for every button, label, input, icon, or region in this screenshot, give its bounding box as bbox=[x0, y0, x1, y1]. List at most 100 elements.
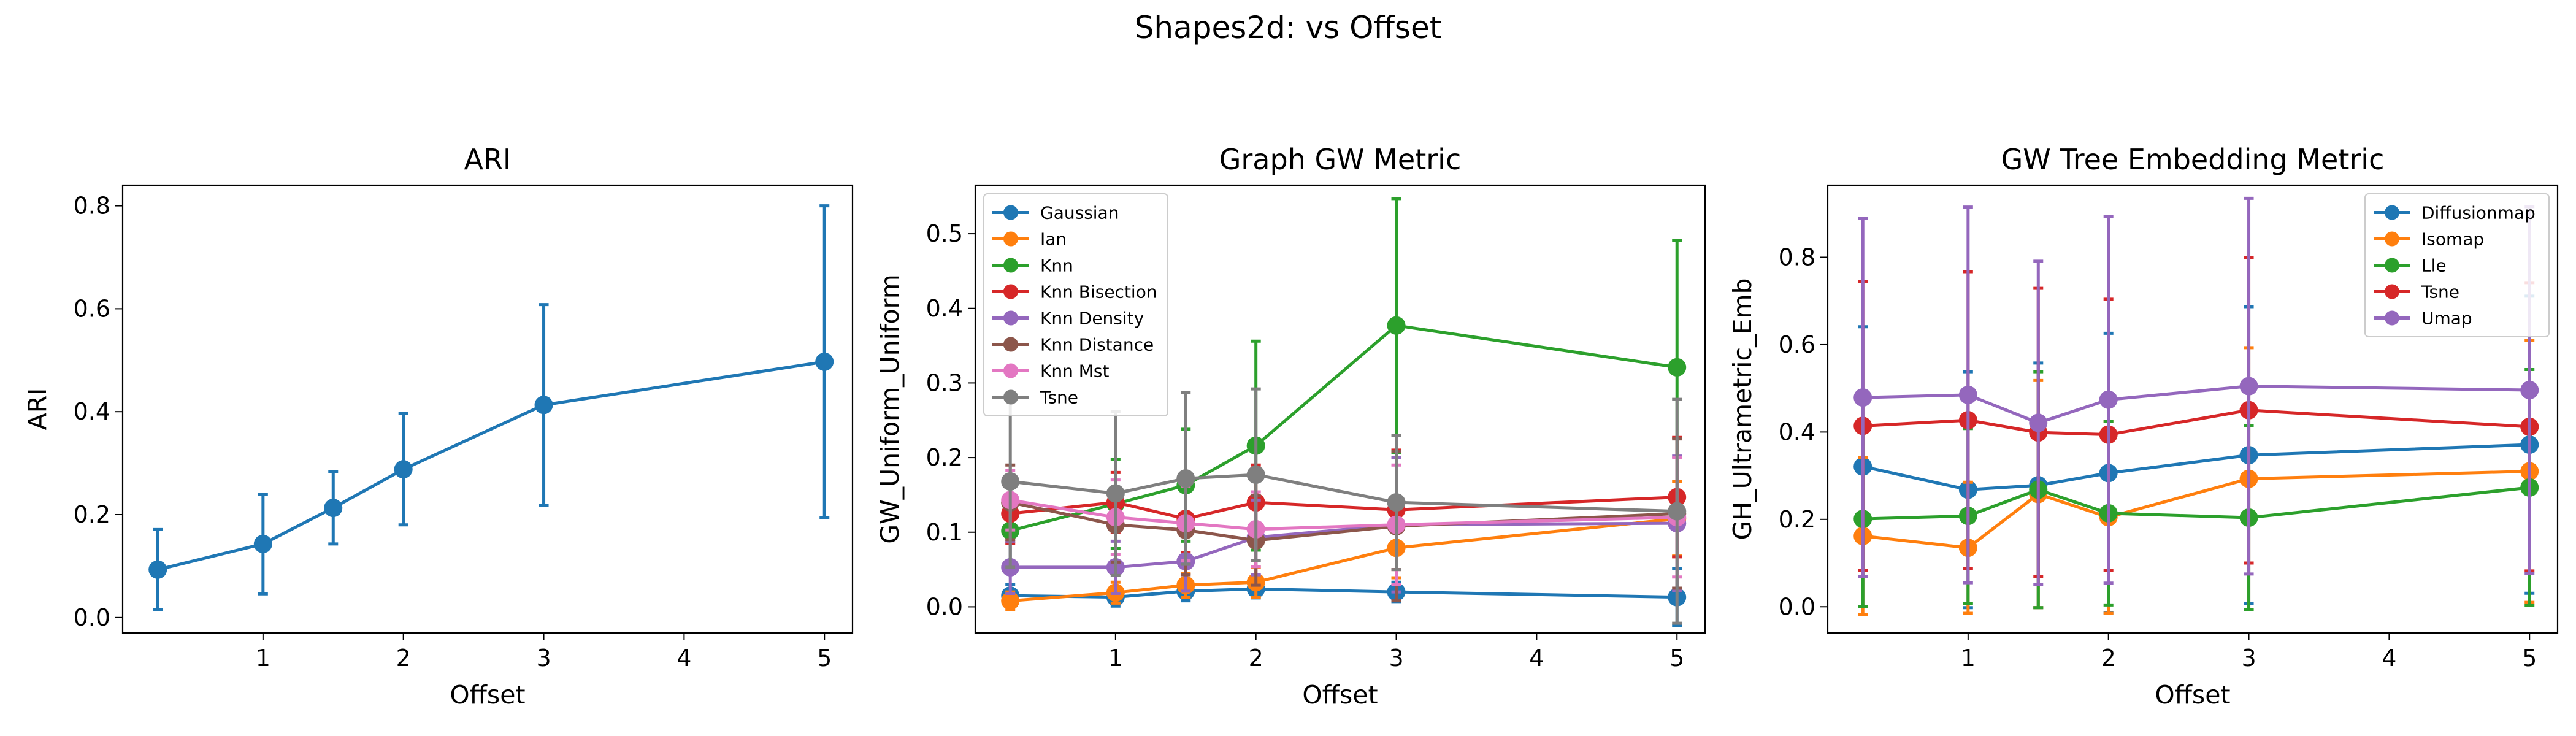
data-point bbox=[148, 560, 167, 579]
data-point bbox=[1176, 469, 1195, 488]
series-diffusionmap bbox=[1853, 294, 2539, 615]
x-tick-label: 1 bbox=[1961, 645, 1976, 672]
data-point bbox=[394, 460, 413, 479]
data-point bbox=[1001, 472, 1020, 491]
y-axis-label: ARI bbox=[23, 388, 52, 431]
series-line bbox=[1862, 443, 2530, 491]
y-tick-label: 0.6 bbox=[74, 295, 110, 322]
data-point bbox=[1387, 493, 1406, 512]
x-tick-label: 5 bbox=[1669, 645, 1684, 672]
y-tick-label: 0.0 bbox=[74, 604, 110, 631]
data-point bbox=[1668, 358, 1687, 377]
legend-swatch-marker bbox=[1003, 205, 1018, 220]
legend-label: Knn Bisection bbox=[1040, 282, 1157, 302]
axes-frame bbox=[121, 184, 854, 634]
y-tick-label: 0.5 bbox=[926, 220, 963, 247]
legend: Diffusionmap Isomap Lle Tsne Umap bbox=[2364, 193, 2550, 337]
legend-swatch-marker bbox=[1003, 231, 1018, 247]
legend-label: Knn Distance bbox=[1040, 335, 1154, 355]
legend-swatch-marker bbox=[1003, 258, 1018, 273]
legend-item: Gaussian bbox=[992, 203, 1119, 223]
series-knn-bisection bbox=[1001, 435, 1687, 572]
axes-frame bbox=[1827, 184, 2559, 634]
y-axis-label: GW_Uniform_Uniform bbox=[875, 274, 905, 543]
y-tick-label: 0.6 bbox=[1779, 331, 1815, 358]
y-tick-label: 0.1 bbox=[926, 519, 963, 546]
series-line bbox=[1863, 486, 2530, 521]
legend-item: Tsne bbox=[992, 388, 1078, 408]
data-point bbox=[2099, 390, 2118, 409]
y-tick-label: 0.2 bbox=[926, 444, 963, 471]
legend-label: Isomap bbox=[2421, 229, 2484, 250]
legend-swatch-marker bbox=[2385, 310, 2399, 326]
series-line bbox=[1862, 469, 2530, 550]
x-tick-label: 3 bbox=[1389, 645, 1403, 672]
x-tick-label: 4 bbox=[677, 645, 691, 672]
x-tick-label: 2 bbox=[1249, 645, 1263, 672]
legend: Gaussian Ian Knn Knn Bisection Knn Density Kn… bbox=[983, 193, 1168, 416]
legend-swatch-marker bbox=[1003, 284, 1018, 299]
legend-swatch-marker bbox=[2385, 231, 2399, 247]
chart-panel-2: Graph GW Metric 1 2 3 4 5 0.0 0.1 0.2 0.3 0.4 0.5 Of… bbox=[875, 143, 1706, 710]
x-tick-label: 3 bbox=[2241, 645, 2256, 672]
legend-label: Gaussian bbox=[1040, 203, 1119, 223]
series-line bbox=[1863, 408, 2530, 437]
x-axis-label: Offset bbox=[2155, 680, 2230, 710]
series-line bbox=[1010, 496, 1677, 521]
series-gaussian bbox=[1001, 567, 1687, 627]
series-lle bbox=[1853, 368, 2539, 611]
legend-item: Tsne bbox=[2374, 282, 2459, 302]
x-tick-label: 4 bbox=[1529, 645, 1544, 672]
series-line bbox=[157, 360, 825, 572]
x-axis-label: Offset bbox=[1302, 680, 1378, 710]
legend-item: Knn Density bbox=[992, 309, 1144, 329]
legend-item: Diffusionmap bbox=[2374, 203, 2536, 223]
data-point bbox=[324, 499, 343, 518]
legend-item: Umap bbox=[2374, 309, 2472, 329]
x-tick-label: 3 bbox=[536, 645, 551, 672]
chart-panel-1: ARI 1 2 3 4 5 0.0 0.2 0.4 0.6 0.8 Offset ARI bbox=[23, 143, 854, 710]
legend-swatch-marker bbox=[2385, 284, 2399, 299]
x-tick-label: 1 bbox=[256, 645, 270, 672]
legend-label: Diffusionmap bbox=[2421, 203, 2536, 223]
y-tick-label: 0.2 bbox=[74, 501, 110, 528]
chart-title: Graph GW Metric bbox=[1219, 143, 1461, 176]
y-tick-label: 0.3 bbox=[926, 369, 963, 396]
data-point bbox=[2239, 377, 2258, 396]
x-axis-label: Offset bbox=[450, 680, 525, 710]
figure-suptitle: Shapes2d: vs Offset bbox=[1135, 10, 1442, 45]
data-point bbox=[1106, 484, 1125, 503]
legend-swatch-marker bbox=[2385, 205, 2399, 220]
data-point bbox=[815, 352, 834, 371]
x-tick-label: 1 bbox=[1108, 645, 1123, 672]
x-tick-label: 2 bbox=[396, 645, 411, 672]
data-point bbox=[1668, 502, 1687, 521]
legend-label: Knn Mst bbox=[1040, 361, 1110, 381]
data-point bbox=[1387, 316, 1406, 335]
data-point bbox=[534, 396, 553, 415]
y-tick-label: 0.4 bbox=[926, 295, 963, 322]
data-point bbox=[2029, 413, 2048, 432]
series-knn-density bbox=[1001, 454, 1687, 596]
legend-item: Knn Distance bbox=[992, 335, 1154, 355]
legend-label: Lle bbox=[2421, 256, 2447, 276]
legend-item: Knn bbox=[992, 256, 1073, 276]
series-tsne bbox=[1001, 387, 1687, 625]
data-point bbox=[1853, 388, 1873, 407]
data-point bbox=[1246, 466, 1265, 485]
legend-label: Tsne bbox=[2421, 282, 2459, 302]
y-tick-label: 0.2 bbox=[1779, 506, 1815, 533]
legend-item: Knn Bisection bbox=[992, 282, 1157, 302]
legend-label: Knn Density bbox=[1040, 309, 1144, 329]
x-tick-label: 5 bbox=[817, 645, 832, 672]
series-1 bbox=[148, 204, 834, 611]
legend-label: Ian bbox=[1040, 229, 1067, 250]
x-tick-label: 2 bbox=[2101, 645, 2116, 672]
legend-swatch-marker bbox=[2385, 258, 2399, 273]
series-line bbox=[1010, 498, 1677, 531]
legend-item: Ian bbox=[992, 229, 1067, 250]
legend-box bbox=[983, 193, 1168, 416]
series-line bbox=[1010, 587, 1677, 599]
legend-swatch-marker bbox=[1003, 389, 1018, 405]
